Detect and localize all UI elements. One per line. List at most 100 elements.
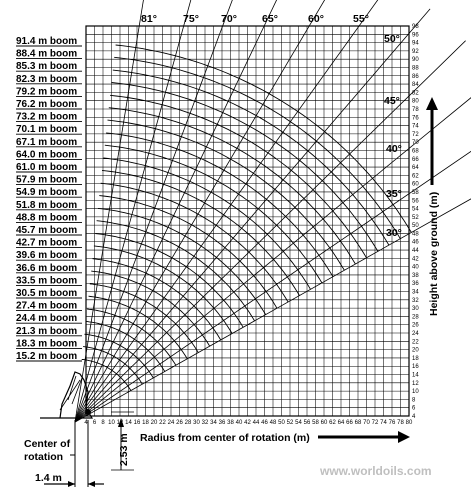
y-tick-label: 54	[412, 207, 419, 213]
x-tick-label: 28	[185, 420, 192, 426]
y-tick-label: 14	[412, 373, 419, 379]
x-tick-label: 76	[389, 420, 396, 426]
boom-label: 67.1 m boom	[16, 137, 77, 148]
boom-label: 21.3 m boom	[16, 326, 77, 337]
angle-line	[74, 40, 466, 423]
y-tick-label: 66	[412, 157, 419, 163]
y-tick-label: 98	[412, 24, 419, 30]
boom-arc	[81, 358, 132, 391]
boom-label: 42.7 m boom	[16, 238, 77, 249]
boom-label: 18.3 m boom	[16, 338, 77, 349]
y-tick-label: 82	[412, 90, 419, 96]
y-tick-label: 60	[412, 182, 419, 188]
y-tick-label: 64	[412, 165, 419, 171]
x-tick-label: 36	[219, 420, 226, 426]
x-tick-label: 20	[151, 420, 158, 426]
y-tick-label: 48	[412, 231, 419, 237]
y-tick-label: 36	[412, 281, 419, 287]
x-tick-label: 46	[261, 420, 268, 426]
x-tick-label: 68	[355, 420, 362, 426]
boom-arc	[104, 144, 323, 284]
x-tick-label: 4	[84, 420, 88, 426]
boom-label: 45.7 m boom	[16, 225, 77, 236]
top-angle-labels: 81° 75° 70° 65° 60° 55°	[141, 13, 369, 25]
boom-label: 85.3 m boom	[16, 61, 77, 72]
y-tick-label: 30	[412, 306, 419, 312]
x-tick-label: 64	[338, 420, 345, 426]
y-tick-label: 8	[412, 397, 416, 403]
boom-arc	[87, 308, 177, 366]
pivot-point	[85, 409, 91, 415]
boom-arc	[96, 220, 255, 322]
y-tick-label: 62	[412, 173, 419, 179]
y-tick-label: 70	[412, 140, 419, 146]
y-tick-label: 24	[412, 331, 419, 337]
x-tick-label: 52	[287, 420, 294, 426]
boom-label: 82.3 m boom	[16, 74, 77, 85]
center-label-line2: rotation	[24, 451, 63, 463]
x-tick-label: 56	[304, 420, 311, 426]
watermark: www.worldoils.com	[319, 464, 432, 478]
top-angle-label: 81°	[141, 13, 157, 25]
x-tick-label: 66	[346, 420, 353, 426]
boom-arc	[91, 270, 211, 347]
y-tick-label: 80	[412, 99, 419, 105]
x-tick-label: 6	[93, 420, 97, 426]
y-tick-label: 74	[412, 124, 419, 130]
angle-line	[74, 0, 278, 423]
y-tick-label: 68	[412, 148, 419, 154]
plot-frame	[85, 25, 410, 417]
y-tick-label: 58	[412, 190, 419, 196]
boom-arc	[83, 346, 143, 385]
y-tick-label: 96	[412, 32, 419, 38]
x-tick-label: 74	[380, 420, 387, 426]
y-tick-label: 38	[412, 273, 419, 279]
y-axis-label: Height above ground (m)	[428, 192, 440, 316]
center-of-rotation-annotation: Center of rotation 1.4 m 2.53 m	[24, 411, 134, 487]
boom-label: 57.9 m boom	[16, 175, 77, 186]
angle-line	[74, 0, 192, 423]
y-tick-label: 18	[412, 356, 419, 362]
boom-arc	[95, 233, 244, 328]
side-angle-label: 50°	[384, 33, 400, 45]
boom-label: 76.2 m boom	[16, 99, 77, 110]
side-angle-label: 45°	[384, 95, 400, 107]
y-tick-label: 32	[412, 298, 419, 304]
boom-arc	[103, 157, 311, 290]
boom-label: 48.8 m boom	[16, 212, 77, 223]
top-angle-label: 60°	[308, 13, 324, 25]
y-tick-label: 50	[412, 223, 419, 229]
y-tick-label: 44	[412, 248, 419, 254]
y-tick-label: 20	[412, 348, 419, 354]
boom-label: 54.9 m boom	[16, 187, 77, 198]
horizontal-offset-label: 1.4 m	[35, 472, 62, 484]
y-axis-arrow	[426, 97, 438, 185]
boom-arc	[100, 182, 289, 303]
side-angle-label: 30°	[386, 227, 402, 239]
y-tick-label: 46	[412, 240, 419, 246]
x-tick-label: 38	[227, 420, 234, 426]
x-tick-label: 14	[125, 420, 132, 426]
x-tick-label: 58	[312, 420, 319, 426]
boom-arc	[93, 245, 233, 334]
x-tick-label: 10	[108, 420, 115, 426]
angle-line	[74, 0, 379, 423]
crane-silhouette	[40, 371, 94, 419]
y-tick-label: 16	[412, 364, 419, 370]
x-tick-labels: 4681012141618202224262830323436384042444…	[84, 420, 413, 426]
y-tick-label: 28	[412, 314, 419, 320]
x-tick-label: 42	[244, 420, 251, 426]
x-tick-label: 16	[134, 420, 141, 426]
y-tick-label: 92	[412, 49, 419, 55]
y-tick-label: 34	[412, 290, 419, 296]
x-tick-label: 8	[101, 420, 105, 426]
x-tick-label: 18	[142, 420, 149, 426]
boom-label: 24.4 m boom	[16, 313, 77, 324]
boom-label: 91.4 m boom	[16, 36, 77, 47]
x-tick-label: 40	[236, 420, 243, 426]
boom-label: 64.0 m boom	[16, 149, 77, 160]
boom-arc	[115, 44, 412, 233]
side-angle-labels: 50° 45° 40° 35° 30°	[384, 33, 402, 239]
